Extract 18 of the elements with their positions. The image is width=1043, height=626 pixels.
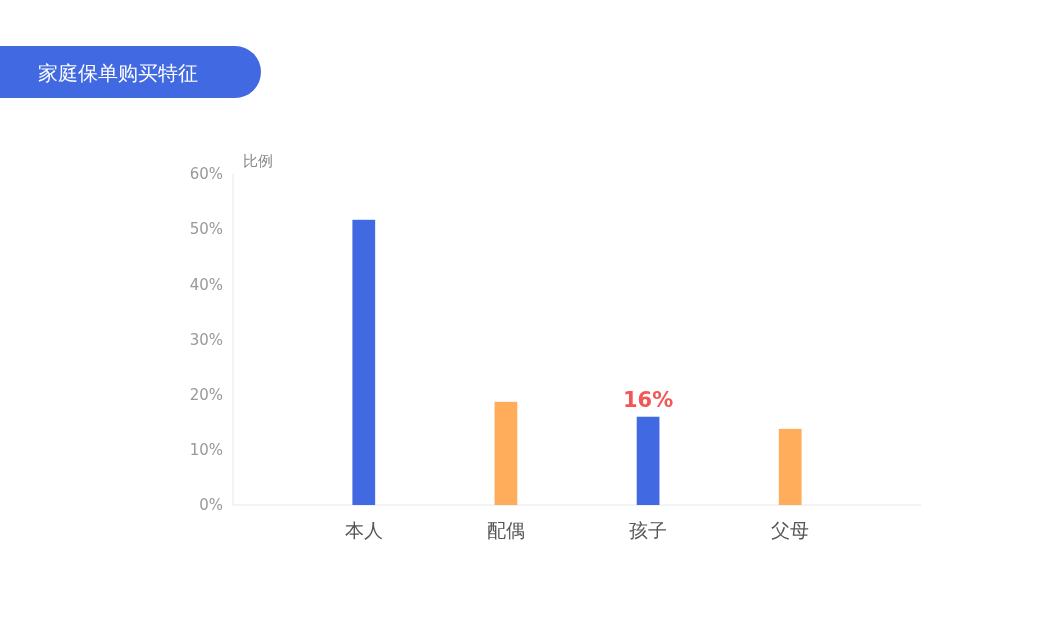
data-label: 16%: [622, 387, 674, 412]
y-tick-label: 40%: [189, 275, 223, 294]
y-tick-label: 20%: [189, 385, 223, 404]
bar: [352, 219, 376, 505]
x-tick-label: 配偶: [486, 519, 525, 541]
y-tick-label: 0%: [199, 496, 223, 515]
x-tick-label: 孩子: [629, 519, 668, 541]
x-tick-label: 本人: [344, 519, 383, 541]
y-tick-label: 10%: [189, 441, 223, 460]
y-tick-label: 30%: [189, 330, 223, 349]
y-tick-label: 60%: [189, 165, 223, 184]
bar: [636, 416, 660, 505]
y-axis-title: 比例: [243, 152, 273, 170]
bar: [494, 401, 518, 505]
y-tick-label: 50%: [189, 220, 223, 239]
chart-title: 家庭保单购买特征: [38, 61, 198, 85]
x-tick-label: 父母: [771, 519, 810, 541]
bar: [778, 428, 802, 505]
